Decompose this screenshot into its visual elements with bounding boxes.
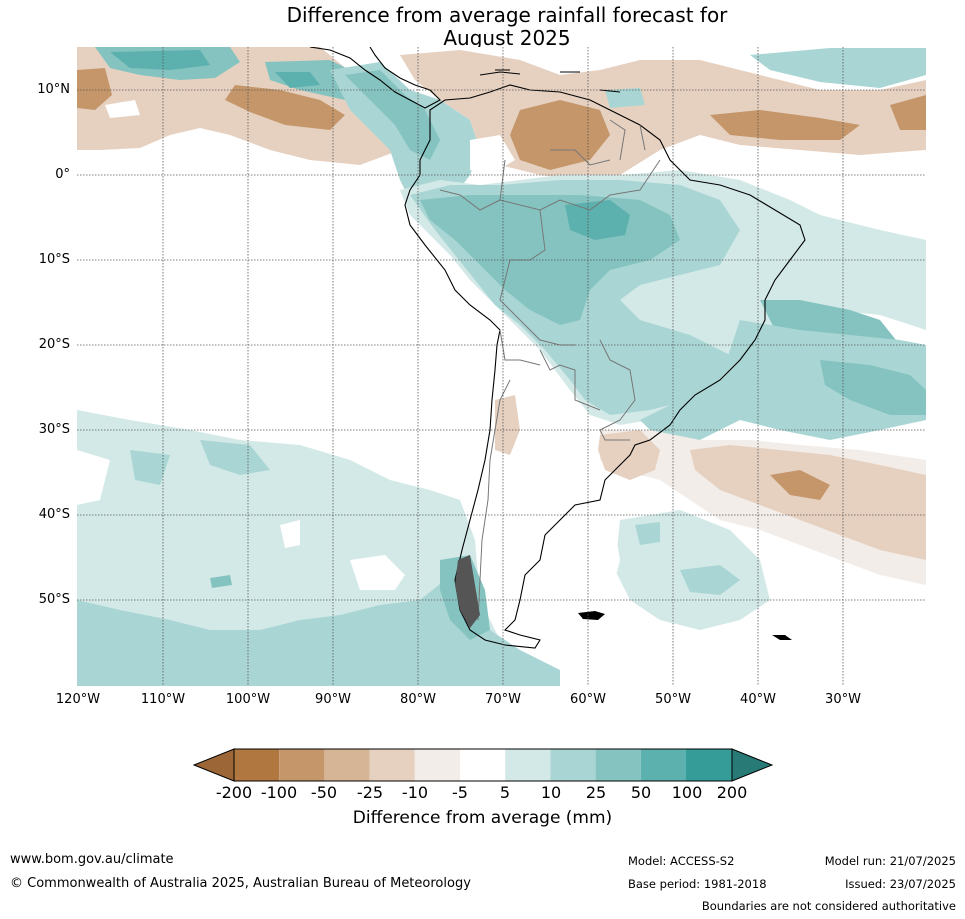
footer-copyright: © Commonwealth of Australia 2025, Austra… [10, 876, 471, 891]
colorbar-bin-10 [640, 749, 686, 781]
colorbar-title: Difference from average (mm) [352, 808, 613, 828]
map-plot-area [77, 47, 926, 686]
lat-label-50s: 50°S [38, 592, 70, 607]
anomaly-region-south-atlantic-wet [640, 320, 926, 440]
anomaly-region-south-atlantic-dry [690, 445, 926, 560]
colorbar-bin-5 [414, 749, 460, 781]
caribbean-islands [479, 69, 621, 93]
colorbar-tick-label: -50 [310, 783, 338, 802]
colorbar-tick-label: 25 [585, 783, 607, 802]
anomaly-region-south-atlantic-wet-core [820, 360, 926, 415]
colorbar-tick-label: -5 [452, 783, 468, 802]
colorbar-tick-label: -25 [356, 783, 384, 802]
map-title: Difference from average rainfall forecas… [0, 4, 965, 50]
anomaly-region-south-atlantic-shelf-wet-core [635, 522, 740, 595]
colorbar-bin-8 [550, 749, 596, 781]
colorbar-bin-1 [234, 749, 280, 781]
central-america-coastline [309, 47, 441, 109]
lat-label-20s: 20°S [38, 337, 70, 352]
colorbar-tick-label: -10 [401, 783, 429, 802]
lon-label-90w: 90°W [315, 692, 351, 707]
south-georgia [772, 635, 792, 640]
colorbar-tick-label: -100 [260, 783, 298, 802]
south-america-coastline [404, 84, 806, 649]
anomaly-region-amazon-wet-strong [420, 195, 900, 350]
colorbar-tick-label: -200 [215, 783, 253, 802]
colorbar-bin-6 [460, 749, 506, 781]
lat-label-10s: 10°S [38, 252, 70, 267]
colorbar-bin-9 [595, 749, 641, 781]
colorbar-bin-4 [369, 749, 415, 781]
lat-label-0: 0° [55, 167, 70, 182]
lat-label-40s: 40°S [38, 507, 70, 522]
graticule [77, 47, 926, 686]
footer-website: www.bom.gov.au/climate [10, 852, 174, 867]
title-line-1: Difference from average rainfall forecas… [286, 3, 728, 27]
colorbar-extend-min [192, 748, 235, 782]
footer-model-run: Model run: 21/07/2025 [824, 854, 956, 868]
anomaly-region-south-pacific-near-normal [77, 100, 620, 620]
colorbar-frame [233, 748, 733, 782]
colorbar-tick-label: 10 [540, 783, 562, 802]
colorbar-tick-label: 200 [716, 783, 748, 802]
lon-label-100w: 100°W [225, 692, 271, 707]
lat-label-30s: 30°S [38, 422, 70, 437]
colorbar-extend-max [731, 748, 774, 782]
colorbar-bin-2 [279, 749, 325, 781]
anomaly-region-south-pacific-wet [77, 440, 560, 686]
colorbar [192, 748, 774, 782]
lon-label-110w: 110°W [140, 692, 186, 707]
anomaly-region-rio-de-la-plata-dry [495, 395, 660, 480]
lon-label-60w: 60°W [570, 692, 606, 707]
title-line-2: August 2025 [443, 26, 571, 50]
anomaly-region-north-pacific-dry-core [77, 68, 345, 130]
country-borders [439, 119, 661, 621]
lon-label-30w: 30°W [825, 692, 861, 707]
footer-issued: Issued: 23/07/2025 [845, 877, 956, 891]
footer-model: Model: ACCESS-S2 [628, 854, 735, 868]
anomaly-region-colombia-wet-core [345, 70, 440, 160]
lon-label-70w: 70°W [485, 692, 521, 707]
anomaly-region-north-pacific-wet-core [110, 50, 320, 88]
colorbar-tick-label: 50 [630, 783, 652, 802]
tierra-del-fuego [455, 555, 480, 628]
lon-label-120w: 120°W [55, 692, 101, 707]
lon-label-80w: 80°W [400, 692, 436, 707]
lon-label-50w: 50°W [655, 692, 691, 707]
lat-label-10n: 10°N [37, 82, 70, 97]
anomaly-region-amazon-wet-core [565, 200, 630, 240]
falkland-islands [578, 611, 605, 620]
colorbar-bin-11 [686, 749, 732, 781]
footer-disclaimer: Boundaries are not considered authoritat… [701, 899, 956, 913]
anomaly-region-atlantic-north-wet [605, 48, 926, 108]
lon-label-40w: 40°W [740, 692, 776, 707]
anomaly-region-south-atlantic-dry-core [770, 470, 830, 500]
footer-base-period: Base period: 1981-2018 [628, 877, 767, 891]
colorbar-tick-label: 100 [671, 783, 703, 802]
colorbar-bin-3 [324, 749, 370, 781]
colorbar-tick-label: 5 [499, 783, 511, 802]
colorbar-bin-7 [505, 749, 551, 781]
